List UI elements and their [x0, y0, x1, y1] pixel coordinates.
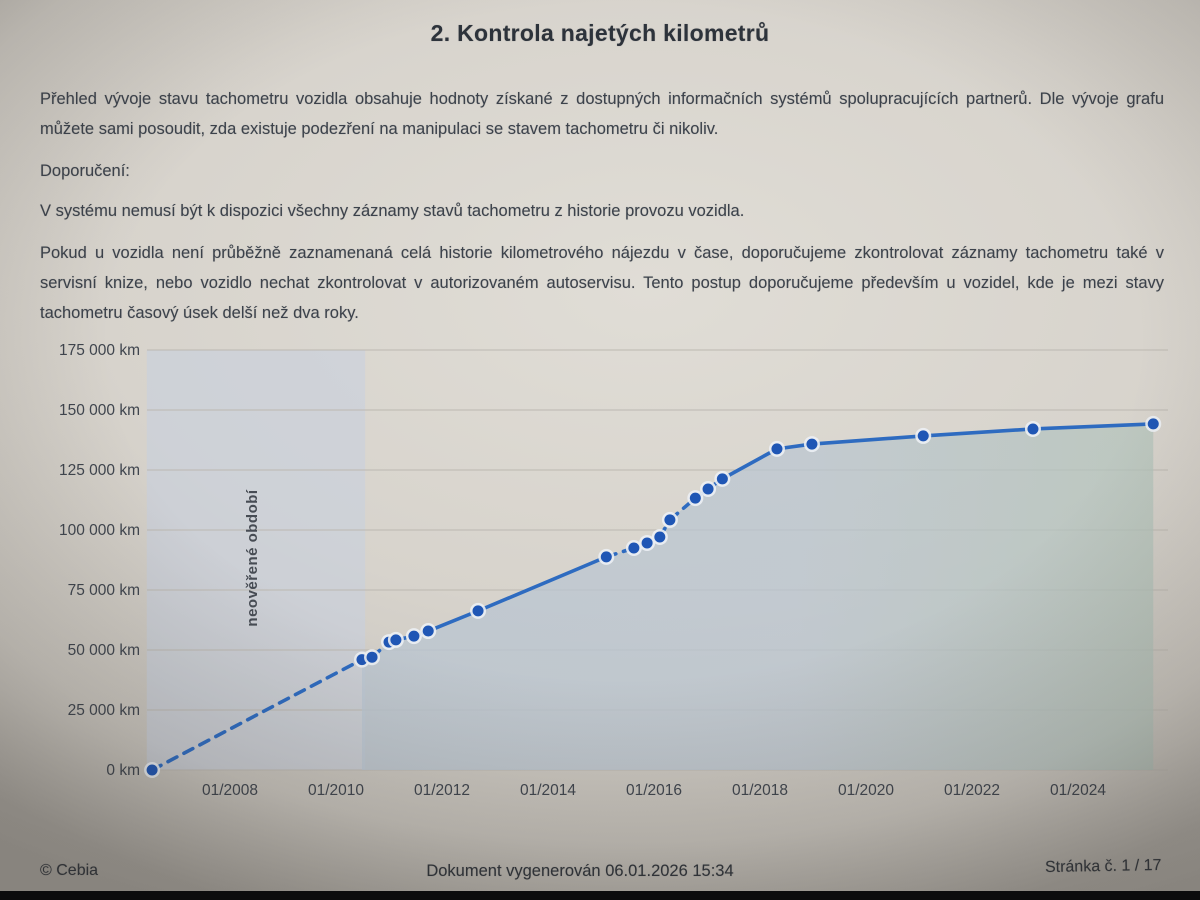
x-axis-tick-label: 01/2008	[202, 782, 258, 799]
intro-paragraph: Přehled vývoje stavu tachometru vozidla …	[40, 90, 1164, 138]
data-point	[917, 430, 929, 442]
y-axis-tick-label: 175 000 km	[59, 342, 140, 359]
data-point	[1147, 418, 1159, 430]
x-axis-tick-label: 01/2012	[414, 782, 470, 799]
advice-paragraph: Pokud u vozidla není průběžně zaznamenan…	[40, 244, 1164, 322]
odometer-line-segment	[720, 447, 779, 481]
data-point	[1027, 423, 1039, 435]
data-point	[641, 537, 653, 549]
odometer-chart-container: 175 000 km 150 000 km 125 000 km 100 000 km…	[0, 330, 1200, 810]
data-point	[716, 473, 728, 485]
x-axis-tick-label: 01/2022	[944, 782, 1000, 799]
page-title: 2. Kontrola najetých kilometrů	[430, 20, 770, 46]
odometer-line-segment	[1031, 422, 1156, 431]
data-point	[600, 551, 612, 563]
data-point	[472, 605, 484, 617]
data-point	[702, 483, 714, 495]
data-point	[146, 764, 158, 776]
unverified-period-band	[146, 350, 366, 770]
x-axis-tick-label: 01/2016	[626, 782, 682, 799]
x-axis-tick-label: 01/2010	[308, 782, 364, 799]
odometer-line-segment	[476, 555, 609, 613]
y-axis-tick-label: 50 000 km	[68, 642, 140, 659]
x-axis-tick-label: 01/2014	[520, 782, 576, 799]
data-point	[422, 625, 434, 637]
odometer-chart: 175 000 km 150 000 km 125 000 km 100 000 km…	[59, 342, 1168, 799]
odometer-line-segment	[921, 427, 1035, 438]
photo-bottom-edge	[0, 891, 1200, 900]
data-point	[628, 542, 640, 554]
odometer-line-segment	[150, 657, 364, 772]
y-axis-tick-label: 125 000 km	[59, 462, 140, 479]
data-point	[390, 634, 402, 646]
x-axis-tick-label: 01/2020	[838, 782, 894, 799]
x-axis-tick-label: 01/2018	[732, 782, 788, 799]
y-axis-tick-label: 0 km	[106, 762, 140, 779]
data-point	[689, 492, 701, 504]
x-axis-tick-label: 01/2024	[1050, 782, 1106, 799]
area-fill	[361, 423, 1154, 770]
y-axis-tick-label: 150 000 km	[59, 402, 140, 419]
recommendation-label: Doporučení:	[40, 162, 130, 180]
data-point	[771, 443, 783, 455]
data-point	[366, 651, 378, 663]
odometer-line-segment	[426, 609, 480, 633]
data-point	[654, 531, 666, 543]
y-axis-tick-label: 100 000 km	[59, 522, 140, 539]
system-note-paragraph: V systému nemusí být k dispozici všechny…	[40, 202, 745, 220]
odometer-line-segment	[810, 434, 926, 446]
footer-page-number: Stránka č. 1 / 17	[1045, 856, 1163, 877]
footer-generated: Dokument vygenerován 06.01.2026 15:34	[426, 862, 734, 880]
y-axis-tick-label: 75 000 km	[68, 582, 140, 599]
data-point	[664, 514, 676, 526]
data-point	[806, 438, 818, 450]
footer-copyright: © Cebia	[40, 862, 99, 879]
data-point	[408, 630, 420, 642]
unverified-period-label: neověřené období	[244, 489, 261, 627]
y-axis-tick-label: 25 000 km	[68, 702, 140, 719]
